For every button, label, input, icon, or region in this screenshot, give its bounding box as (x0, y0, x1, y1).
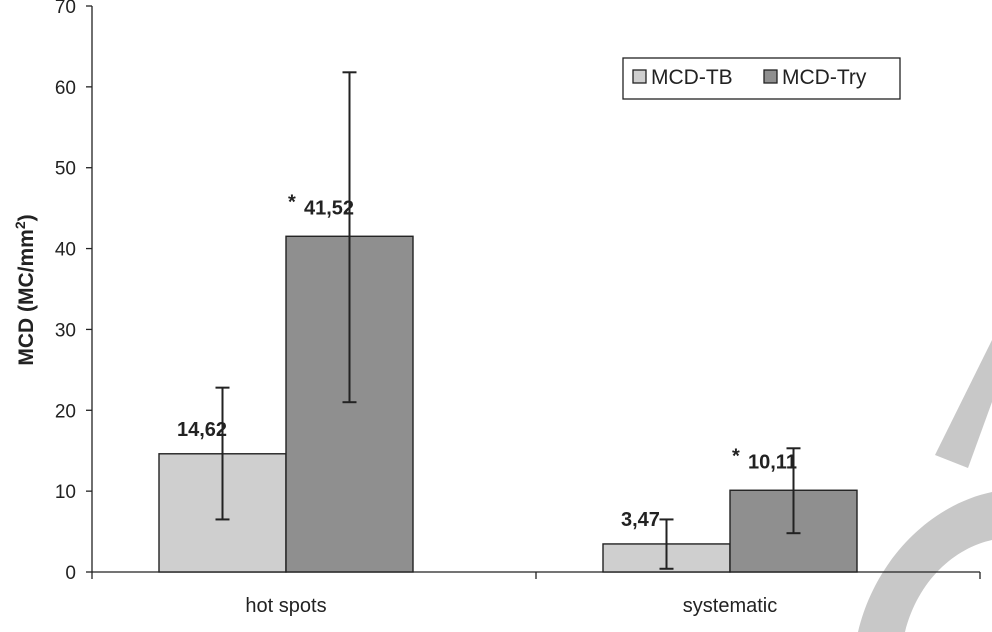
y-tick-label: 10 (55, 482, 76, 503)
y-tick-label: 50 (55, 159, 76, 180)
y-tick-label: 20 (55, 401, 76, 422)
legend-box (622, 57, 901, 100)
y-tick-label: 70 (55, 0, 76, 18)
bars (158, 235, 858, 573)
error-bars (215, 71, 801, 570)
y-tick-label: 30 (55, 320, 76, 341)
y-tick-label: 60 (55, 78, 76, 99)
legend-label-mcd-try: MCD-Try (782, 66, 867, 89)
data-label: 14,62 (177, 419, 227, 441)
y-axis-label: MCD (MC/mm2) (12, 214, 38, 365)
y-tick-label: 40 (55, 240, 76, 261)
legend: MCD-TB MCD-Try (622, 57, 901, 100)
significance-marker: * (732, 445, 740, 467)
legend-label-mcd-tb: MCD-TB (651, 66, 733, 89)
data-label: 3,47 (621, 509, 660, 531)
legend-swatch-mcd-tb (632, 69, 647, 84)
legend-swatch-mcd-try (763, 69, 778, 84)
data-labels: 14,62 41,52 * 3,47 10,11 * (177, 191, 797, 531)
significance-marker: * (288, 191, 296, 213)
x-tick-label: systematic (683, 595, 777, 617)
y-tick-label: 0 (65, 563, 76, 584)
x-tick-label: hot spots (245, 595, 326, 617)
watermark-logo (858, 340, 992, 632)
data-label: 10,11 (748, 451, 797, 473)
axes: 0 10 20 30 40 50 60 70 hot spots systematic (55, 0, 981, 617)
data-label: 41,52 (304, 197, 354, 219)
